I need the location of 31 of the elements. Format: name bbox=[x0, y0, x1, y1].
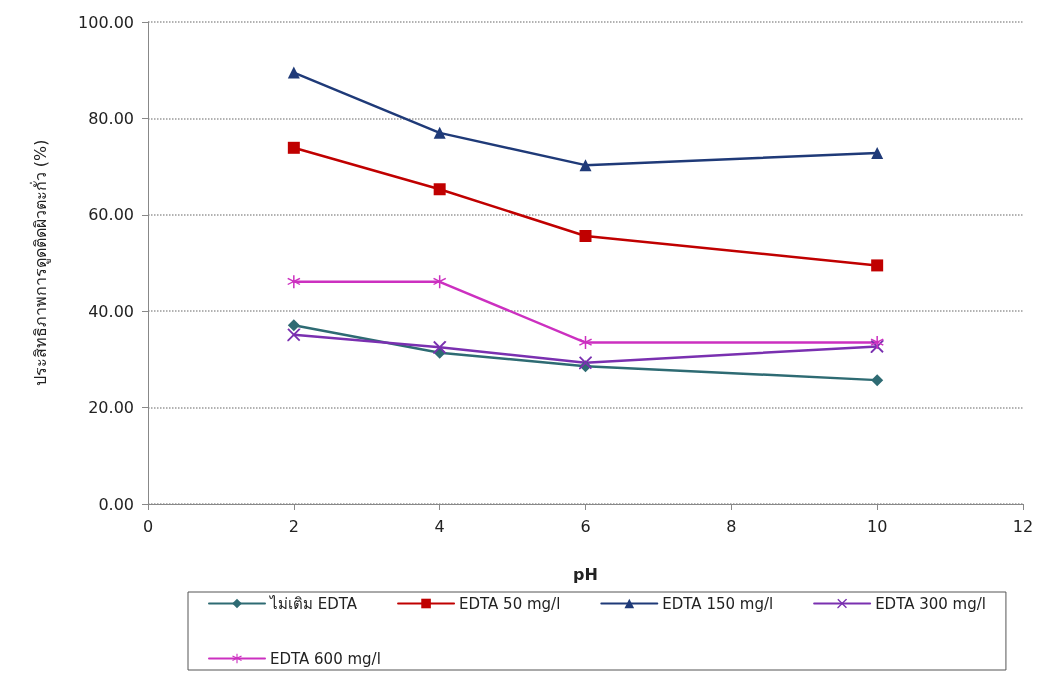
point bbox=[287, 319, 300, 332]
point bbox=[433, 183, 446, 196]
point bbox=[871, 259, 884, 272]
x-axis-title: pH bbox=[573, 564, 598, 584]
point bbox=[433, 126, 446, 139]
point bbox=[287, 141, 300, 154]
y-axis-title: ประสิทธิภาพการดูดติดผิวตะกั่ว (%) bbox=[28, 139, 51, 387]
legend-label: ไม่เติม EDTA bbox=[269, 594, 358, 613]
x-tick-label: 2 bbox=[288, 516, 299, 536]
x-tick-label: 0 bbox=[142, 516, 154, 536]
legend-label: EDTA 600 mg/l bbox=[270, 649, 381, 668]
point bbox=[579, 159, 592, 172]
y-tick-label: 100.00 bbox=[78, 12, 134, 32]
point bbox=[287, 275, 301, 289]
point bbox=[579, 230, 592, 243]
legend-label: EDTA 150 mg/l bbox=[662, 594, 774, 613]
point bbox=[871, 147, 884, 160]
x-tick-label: 12 bbox=[1012, 516, 1034, 536]
point bbox=[871, 374, 884, 387]
x-tick-label: 6 bbox=[580, 516, 591, 536]
y-tick-label: 60.00 bbox=[88, 205, 134, 225]
point bbox=[287, 66, 300, 79]
y-tick-label: 20.00 bbox=[88, 398, 134, 418]
x-tick-label: 8 bbox=[726, 516, 737, 536]
y-tick-label: 80.00 bbox=[88, 108, 134, 128]
x-tick-label: 10 bbox=[866, 516, 888, 536]
x-tick-label: 4 bbox=[434, 516, 445, 536]
legend-label: EDTA 50 mg/l bbox=[459, 594, 561, 613]
y-tick-label: 0.00 bbox=[98, 494, 134, 514]
legend-label: EDTA 300 mg/l bbox=[875, 594, 986, 613]
y-tick-label: 40.00 bbox=[88, 301, 134, 321]
